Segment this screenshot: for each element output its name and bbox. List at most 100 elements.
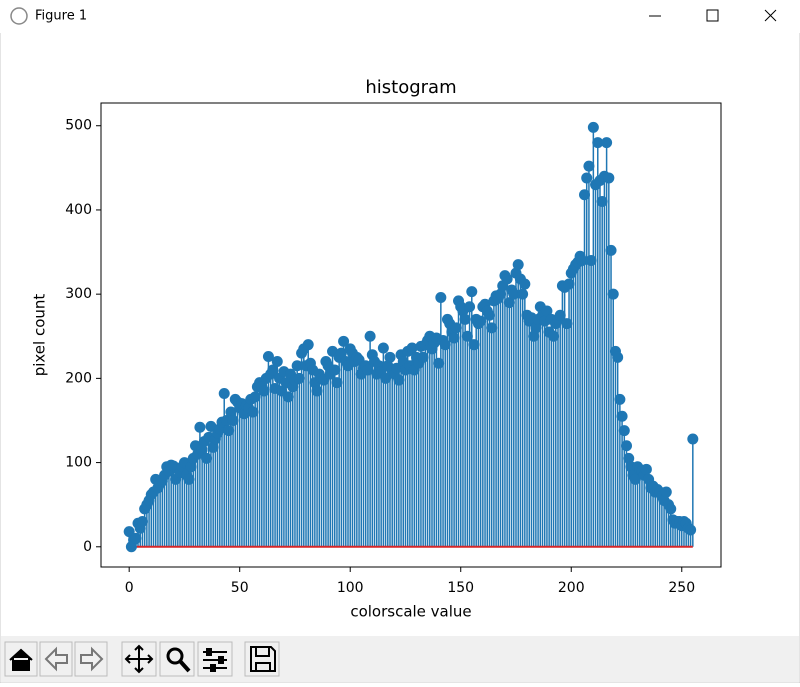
stem-marker [448, 332, 460, 344]
stem-marker [576, 254, 588, 266]
stem-marker [130, 532, 142, 544]
stem-marker [596, 196, 608, 208]
y-tick-label: 300 [65, 286, 92, 302]
x-tick-label: 100 [337, 580, 364, 596]
stem-marker [466, 286, 478, 298]
stem-marker [495, 288, 507, 300]
stem-marker [623, 452, 635, 464]
stem-marker [201, 452, 213, 464]
y-tick-label: 500 [65, 118, 92, 134]
close-button[interactable] [764, 9, 777, 22]
stem-marker [393, 374, 405, 386]
stem-marker [196, 444, 208, 456]
stem-marker [218, 388, 230, 400]
stem-marker [517, 288, 529, 300]
stem-marker [483, 309, 495, 321]
stem-marker [508, 288, 520, 300]
x-tick-label: 0 [125, 580, 134, 596]
stem-marker [450, 322, 462, 334]
zoom-button[interactable] [159, 641, 195, 677]
stem-marker [605, 244, 617, 256]
stem-marker [293, 372, 305, 384]
stem-marker [194, 421, 206, 433]
y-tick-label: 200 [65, 370, 92, 386]
stem-marker [530, 322, 542, 334]
stem-marker [271, 356, 283, 368]
stem-marker [501, 273, 513, 285]
stem-marker [685, 524, 697, 536]
y-tick-label: 400 [65, 202, 92, 218]
stem-marker [607, 288, 619, 300]
stem-marker [227, 414, 239, 426]
stem-marker [391, 362, 403, 374]
x-tick-label: 150 [447, 580, 474, 596]
stem-marker [247, 406, 259, 418]
stem-marker [687, 433, 699, 445]
stem-marker [262, 350, 274, 362]
stem-marker [585, 254, 597, 266]
stem-marker [364, 330, 376, 342]
title-bar [0, 0, 800, 33]
stem-marker [587, 121, 599, 133]
stem-marker [614, 393, 626, 405]
forward-button[interactable] [74, 641, 108, 677]
window-title: Figure 1 [35, 9, 87, 24]
stem-marker [512, 259, 524, 271]
pan-button[interactable] [121, 641, 157, 677]
stem-marker [362, 364, 374, 376]
app-icon [10, 7, 28, 25]
stem-marker [548, 330, 560, 342]
y-tick-label: 0 [83, 539, 92, 555]
stem-marker [136, 516, 148, 528]
stem-marker [331, 377, 343, 389]
stem-marker [612, 351, 624, 363]
stem-marker [258, 385, 270, 397]
stem-marker [541, 305, 553, 317]
stem-marker [406, 342, 418, 354]
x-tick-label: 250 [668, 580, 695, 596]
stem-marker [205, 420, 217, 432]
back-button[interactable] [39, 641, 73, 677]
stem-marker [592, 137, 604, 149]
maximize-button[interactable] [706, 9, 719, 22]
stem-marker [561, 318, 573, 330]
stem-marker [461, 330, 473, 342]
stem-marker [629, 473, 641, 485]
home-button[interactable] [4, 641, 38, 677]
stem-marker [503, 297, 515, 309]
stem-marker [282, 391, 294, 403]
stem-marker [519, 278, 531, 290]
stem-marker [417, 351, 429, 363]
x-tick-label: 50 [231, 580, 249, 596]
axes-frame [100, 102, 722, 568]
stem-marker [207, 441, 219, 453]
x-tick-label: 200 [558, 580, 585, 596]
stem-marker [468, 339, 480, 351]
stem-marker [433, 357, 445, 369]
stem-marker [579, 189, 591, 201]
stem-marker [665, 503, 677, 515]
stem-marker [384, 351, 396, 363]
stem-marker [601, 137, 613, 149]
stem-marker [439, 339, 451, 351]
chart-title: histogram [365, 77, 456, 98]
stem-marker [621, 440, 633, 452]
stem-marker [311, 385, 323, 397]
stem-marker [123, 526, 135, 538]
configure-button[interactable] [197, 641, 233, 677]
stem-marker [335, 347, 347, 359]
stem-marker [486, 322, 498, 334]
stem-marker [603, 172, 615, 184]
stem-marker [267, 364, 279, 376]
stem-marker [528, 330, 540, 342]
stem-marker [377, 342, 389, 354]
save-button[interactable] [244, 641, 280, 677]
toolbar [1, 636, 799, 682]
y-tick-label: 100 [65, 455, 92, 471]
stem-marker [338, 335, 350, 347]
stem-marker [563, 278, 575, 290]
stem-marker [554, 309, 566, 321]
stem-marker [223, 425, 235, 437]
